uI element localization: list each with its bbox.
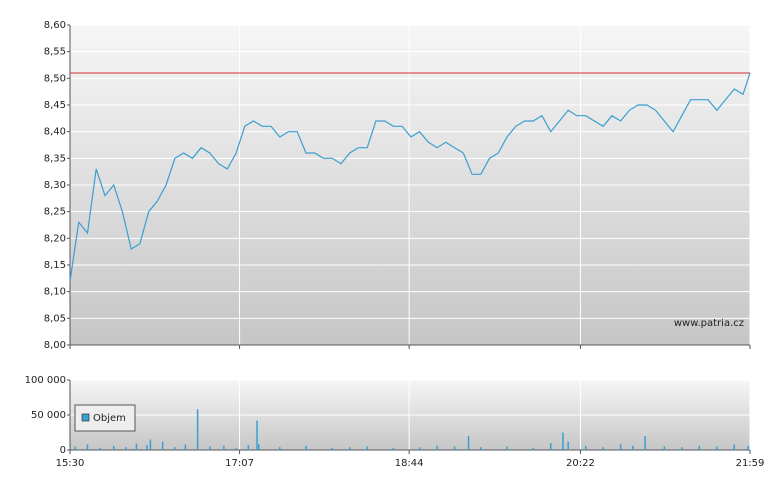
- price-line: [69, 72, 751, 282]
- volume-bar: [112, 445, 115, 450]
- volume-bar: [681, 447, 683, 450]
- y-tick-label: 8,05: [44, 313, 66, 324]
- volume-bar: [348, 447, 351, 450]
- volume-bar: [584, 445, 587, 450]
- y-tick-label: 50 000: [31, 410, 66, 421]
- legend: Objem: [74, 404, 136, 432]
- volume-bar: [196, 409, 199, 450]
- volume-bar: [392, 447, 395, 450]
- volume-bar: [506, 446, 508, 450]
- volume-bar: [149, 439, 152, 450]
- volume-bar: [619, 444, 622, 450]
- volume-bar: [256, 420, 258, 450]
- y-tick-label: 8,20: [44, 233, 66, 244]
- volume-bar: [453, 446, 456, 450]
- volume-bar: [161, 441, 164, 450]
- volume-bar: [258, 444, 260, 450]
- volume-bar: [562, 432, 564, 450]
- volume-bar: [305, 445, 307, 450]
- x-tick-label: 21:59: [736, 458, 765, 469]
- volume-bar: [733, 444, 736, 450]
- volume-bar: [549, 443, 552, 450]
- volume-bar: [135, 443, 138, 450]
- volume-bar: [184, 444, 187, 450]
- y-tick-label: 8,55: [44, 47, 66, 58]
- legend-label: Objem: [93, 413, 126, 424]
- y-tick-label: 100 000: [25, 375, 66, 386]
- volume-bar: [209, 446, 211, 450]
- y-tick-label: 8,45: [44, 100, 66, 111]
- volume-bar: [98, 447, 101, 450]
- volume-bar: [86, 444, 89, 450]
- volume-bar: [632, 445, 634, 450]
- volume-bar: [644, 436, 646, 450]
- volume-bar: [247, 445, 250, 450]
- volume-bar: [174, 447, 176, 450]
- volume-bar: [436, 445, 438, 450]
- x-tick-label: 20:22: [566, 458, 595, 469]
- y-tick-label: 8,25: [44, 207, 66, 218]
- volume-bar: [663, 446, 666, 450]
- volume-bar: [223, 445, 225, 450]
- watermark: www.patria.cz: [674, 318, 744, 329]
- y-tick-label: 0: [60, 445, 66, 456]
- volume-bar: [146, 445, 148, 450]
- y-tick-label: 8,50: [44, 73, 66, 84]
- volume-bar: [418, 447, 421, 450]
- volume-bar: [467, 436, 470, 450]
- y-tick-label: 8,15: [44, 260, 66, 271]
- volume-bar: [74, 446, 76, 450]
- y-tick-label: 8,35: [44, 153, 66, 164]
- legend-swatch: [81, 413, 90, 422]
- y-tick-label: 8,30: [44, 180, 66, 191]
- volume-bar: [698, 445, 701, 450]
- x-tick-label: 17:07: [225, 458, 254, 469]
- volume-bar: [125, 447, 127, 450]
- y-tick-label: 8,10: [44, 287, 66, 298]
- volume-bar: [366, 446, 368, 450]
- y-tick-label: 8,60: [44, 20, 66, 31]
- volume-bar: [602, 447, 604, 450]
- volume-bar: [235, 447, 237, 450]
- x-tick-label: 15:30: [56, 458, 85, 469]
- volume-bar: [480, 447, 482, 450]
- volume-bar: [716, 446, 718, 450]
- volume-bar: [567, 441, 569, 450]
- y-tick-label: 8,40: [44, 127, 66, 138]
- volume-bar: [532, 447, 534, 450]
- volume-bar: [331, 447, 333, 450]
- x-tick-label: 18:44: [395, 458, 424, 469]
- y-tick-label: 8,00: [44, 340, 66, 351]
- volume-bar: [279, 447, 281, 450]
- volume-bar: [747, 445, 750, 450]
